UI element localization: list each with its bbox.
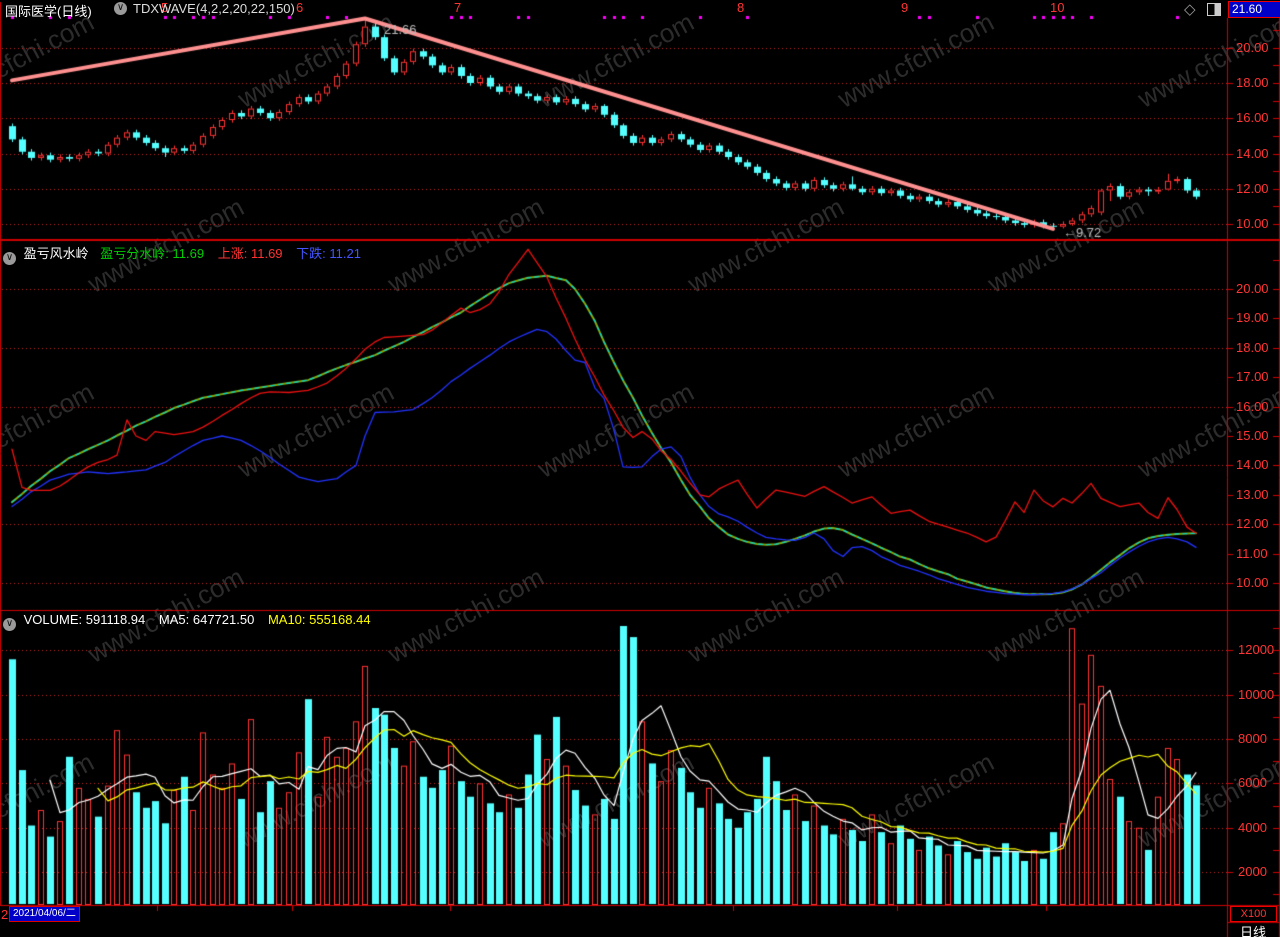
chevron-down-icon[interactable]: ∨	[114, 2, 127, 15]
y-axis-label: 2000	[1238, 864, 1267, 880]
volume-panel-header: ∨ VOLUME: 591118.94 MA5: 647721.50 MA10:…	[0, 612, 371, 631]
y-axis-label: 12000	[1238, 642, 1275, 658]
y-axis-label: 10.00	[1236, 575, 1269, 590]
y-axis-label: 10000	[1238, 686, 1275, 702]
y-axis-label: 10.00	[1236, 216, 1269, 231]
panel-layout-icon[interactable]	[1207, 3, 1221, 16]
stock-title[interactable]: 国际医学(日线)	[5, 4, 92, 19]
cursor-date-box[interactable]: 2021/04/06/二	[9, 906, 80, 922]
y-axis-label: 20.00	[1236, 39, 1269, 55]
watershed-panel-title[interactable]: 盈亏风水岭	[23, 246, 89, 261]
titlebar: 国际医学(日线) ∨ TDXWAVE(4,2,2,20,22,150) ◇ 21…	[0, 0, 1280, 19]
chevron-down-icon[interactable]: ∨	[3, 618, 16, 631]
scale-max-box: 21.60	[1228, 1, 1280, 18]
x-axis-month-label: 8	[737, 0, 745, 15]
indicator-params[interactable]: TDXWAVE(4,2,2,20,22,150)	[133, 1, 295, 16]
diamond-icon[interactable]: ◇	[1184, 1, 1196, 18]
y-axis-label: 14.00	[1236, 145, 1269, 161]
y-axis-label: 20.00	[1236, 281, 1269, 296]
x-axis-month-label: 6	[296, 0, 304, 15]
y-axis-label: 17.00	[1236, 369, 1269, 385]
y-axis-label: 13.00	[1236, 486, 1269, 502]
volume-label[interactable]: VOLUME: 591118.94	[23, 612, 146, 627]
y-axis-label: 18.00	[1236, 339, 1269, 355]
chevron-down-icon[interactable]: ∨	[3, 252, 16, 265]
volume-ma10-label[interactable]: MA10: 555168.44	[267, 612, 371, 627]
y-axis-label: 15.00	[1236, 428, 1269, 443]
y-axis-label: 6000	[1238, 775, 1267, 791]
volume-unit-box: X100	[1230, 906, 1277, 922]
x-axis-month-label: 7	[454, 0, 462, 15]
legend-rise: 上涨: 11.69	[217, 246, 283, 261]
y-axis-label: 4000	[1238, 819, 1267, 835]
y-axis-label: 14.00	[1236, 457, 1269, 473]
y-axis-label: 12.00	[1236, 516, 1269, 532]
y-axis-label: 12.00	[1236, 180, 1269, 196]
y-axis-label: 16.00	[1236, 398, 1269, 414]
y-axis-label: 8000	[1238, 731, 1267, 747]
legend-fall: 下跌: 11.21	[296, 246, 361, 261]
y-axis-label: 18.00	[1236, 75, 1269, 90]
y-axis-label: 16.00	[1236, 110, 1269, 126]
legend-watershed: 盈亏分水岭: 11.69	[100, 246, 205, 261]
x-axis-month-label: 10	[1050, 0, 1065, 15]
y-axis-label: 19.00	[1236, 310, 1269, 326]
period-label[interactable]: 日线	[1240, 925, 1267, 937]
x-axis-month-label: 5	[161, 0, 169, 15]
y-axis-label: 11.00	[1236, 545, 1268, 561]
volume-ma5-label[interactable]: MA5: 647721.50	[158, 612, 255, 627]
clipped-month-label: 2	[1, 907, 9, 922]
watershed-panel-header: ∨ 盈亏风水岭 盈亏分水岭: 11.69 上涨: 11.69 下跌: 11.21	[0, 243, 371, 265]
x-axis-month-label: 9	[901, 0, 909, 15]
